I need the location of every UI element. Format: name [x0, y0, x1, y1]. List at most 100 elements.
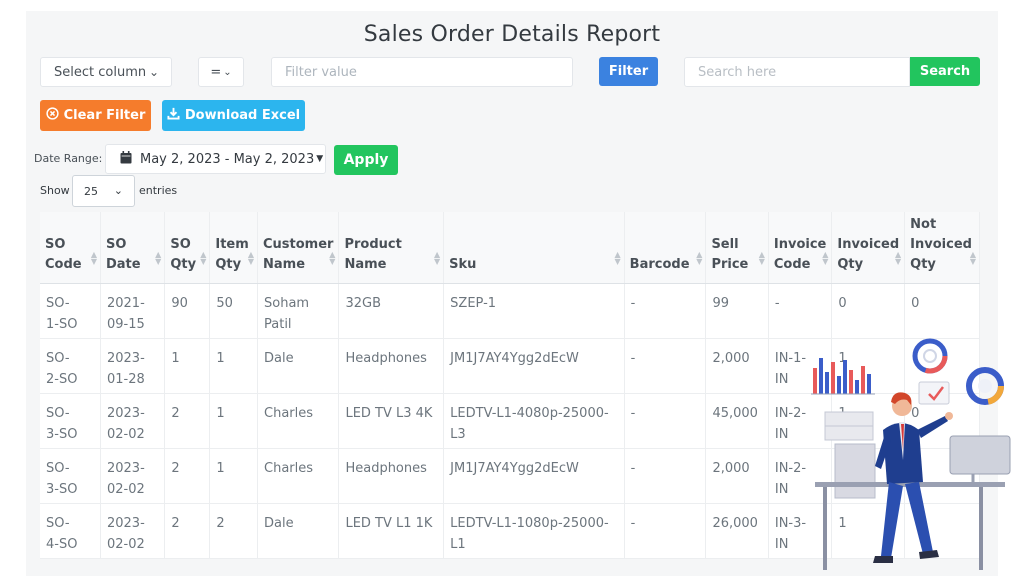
cell-text: 2023-: [106, 515, 145, 531]
filter-value-input[interactable]: Filter value: [271, 57, 573, 87]
table-cell: LEDTV-L1-1080p-25000- L1: [443, 503, 625, 559]
cell-text: 0: [911, 405, 920, 421]
download-excel-button[interactable]: Download Excel: [162, 100, 305, 131]
table-cell: 2,000: [705, 338, 769, 394]
cell-text: Headphones: [345, 460, 427, 476]
table-cell: 45,000: [705, 393, 769, 449]
column-header[interactable]: SO Qty ▲ ▼: [164, 212, 211, 284]
chevron-down-icon: ⌄: [223, 66, 232, 78]
table-cell: SO- 3-SO: [40, 393, 101, 449]
cell-text: -: [630, 295, 636, 311]
apply-button[interactable]: Apply: [334, 145, 398, 175]
sort-icon[interactable]: ▲ ▼: [758, 249, 765, 266]
cell-text: 99: [712, 295, 729, 311]
sort-icon[interactable]: ▲ ▼: [614, 249, 621, 266]
cell-text: 1: [216, 460, 225, 476]
cell-text: Headphones: [345, 350, 427, 366]
cell-text: 2021-: [106, 295, 145, 311]
column-header-label: SO: [170, 236, 191, 252]
table-cell: -: [768, 283, 833, 339]
cell-text: 0: [838, 295, 847, 311]
sort-icon[interactable]: ▲ ▼: [155, 249, 161, 266]
table-row[interactable]: SO- 4-SO 2023- 02-02 2 2 Dale LED TV L1 1K LEDTV…: [40, 503, 980, 559]
cell-text: 1-SO: [46, 316, 78, 332]
column-header[interactable]: SO Code ▲ ▼: [40, 212, 101, 284]
sort-icon[interactable]: ▲ ▼: [434, 249, 440, 266]
table-row[interactable]: SO- 1-SO 2021- 09-15 90 50 Soham Patil 32GB SZEP-…: [40, 283, 980, 339]
cell-text: SO-: [46, 295, 70, 311]
column-header-label: Qty: [215, 256, 242, 272]
column-header[interactable]: Invoice Code ▲ ▼: [768, 212, 833, 284]
table-cell: Soham Patil: [257, 283, 340, 339]
cell-text: 09-15: [106, 316, 145, 332]
search-input[interactable]: Search here: [684, 57, 910, 87]
column-header-label: Invoiced: [910, 236, 972, 252]
table-cell: SO- 3-SO: [40, 448, 101, 504]
column-header[interactable]: Product Name ▲ ▼: [338, 212, 445, 284]
sort-icon[interactable]: ▲ ▼: [329, 249, 335, 266]
table-cell: -: [624, 338, 707, 394]
sort-icon[interactable]: ▲ ▼: [200, 249, 206, 266]
cell-text: LEDTV-L1-1080p-25000-: [450, 515, 609, 531]
table-cell: Charles: [257, 448, 340, 504]
table-cell: 99: [705, 283, 769, 339]
cell-text: LEDTV-L1-4080p-25000-: [450, 405, 609, 421]
table-cell: 2: [209, 503, 258, 559]
table-cell: 2023- 02-02: [100, 393, 166, 449]
sort-icon[interactable]: ▲ ▼: [90, 249, 97, 266]
column-header[interactable]: SO Date ▲ ▼: [100, 212, 166, 284]
clear-filter-label: Clear Filter: [63, 108, 146, 123]
table-cell: -: [624, 393, 707, 449]
date-range-label: Date Range:: [34, 152, 103, 165]
table-cell: 26,000: [705, 503, 769, 559]
table-cell: Charles: [257, 393, 340, 449]
cell-text: 2023-: [106, 405, 145, 421]
cell-text: 02-02: [106, 481, 145, 497]
date-range-picker[interactable]: May 2, 2023 - May 2, 2023 ▼: [105, 144, 326, 174]
sort-icon[interactable]: ▲ ▼: [969, 249, 976, 266]
cell-text: L1: [450, 536, 466, 552]
cell-text: 02-02: [106, 536, 145, 552]
cell-text: SO-: [46, 405, 70, 421]
sort-icon[interactable]: ▲ ▼: [895, 249, 901, 266]
chevron-down-icon: ⌄: [113, 184, 123, 197]
table-cell: 1: [164, 338, 211, 394]
cell-text: IN: [774, 371, 789, 387]
table-cell: LED TV L1 1K: [338, 503, 445, 559]
checkmark-card-icon: [918, 381, 950, 405]
sort-icon[interactable]: ▲ ▼: [696, 249, 702, 266]
column-header[interactable]: Sell Price ▲ ▼: [705, 212, 769, 284]
column-header[interactable]: Sku ▲ ▼: [443, 212, 625, 284]
column-header[interactable]: Not Invoiced Qty ▲ ▼: [904, 212, 980, 284]
table-cell: SO- 2-SO: [40, 338, 101, 394]
column-header-label: Not: [910, 216, 937, 232]
page-size-value: 25: [84, 184, 98, 198]
column-header-label: Qty: [170, 256, 197, 272]
column-header[interactable]: Invoiced Qty ▲ ▼: [831, 212, 906, 284]
search-button[interactable]: Search: [910, 57, 980, 86]
filter-button[interactable]: Filter: [599, 57, 658, 86]
sort-icon[interactable]: ▲ ▼: [247, 249, 254, 266]
page-size-select[interactable]: 25 ⌄: [72, 175, 135, 207]
table-cell: SO- 4-SO: [40, 503, 101, 559]
cell-text: 50: [216, 295, 233, 311]
column-select[interactable]: Select column ⌄: [40, 57, 172, 87]
clear-filter-button[interactable]: Clear Filter: [40, 100, 151, 131]
cell-text: JM1J7AY4Ygg2dEcW: [450, 460, 579, 476]
cell-text: IN: [774, 481, 789, 497]
person-illustration: [873, 392, 953, 563]
column-header[interactable]: Customer Name ▲ ▼: [257, 212, 340, 284]
table-cell: 1: [209, 393, 258, 449]
sort-icon[interactable]: ▲ ▼: [822, 249, 828, 266]
cell-text: Dale: [264, 515, 294, 531]
column-header[interactable]: Barcode ▲ ▼: [624, 212, 707, 284]
operator-select[interactable]: = ⌄: [198, 57, 244, 87]
cell-text: Dale: [264, 350, 294, 366]
cell-text: 1: [216, 350, 225, 366]
search-placeholder: Search here: [698, 64, 777, 80]
cell-text: 2023-: [106, 350, 145, 366]
cell-text: -: [630, 405, 636, 421]
table-cell: Dale: [257, 338, 340, 394]
column-header[interactable]: Item Qty ▲ ▼: [209, 212, 258, 284]
search-button-label: Search: [919, 64, 971, 79]
